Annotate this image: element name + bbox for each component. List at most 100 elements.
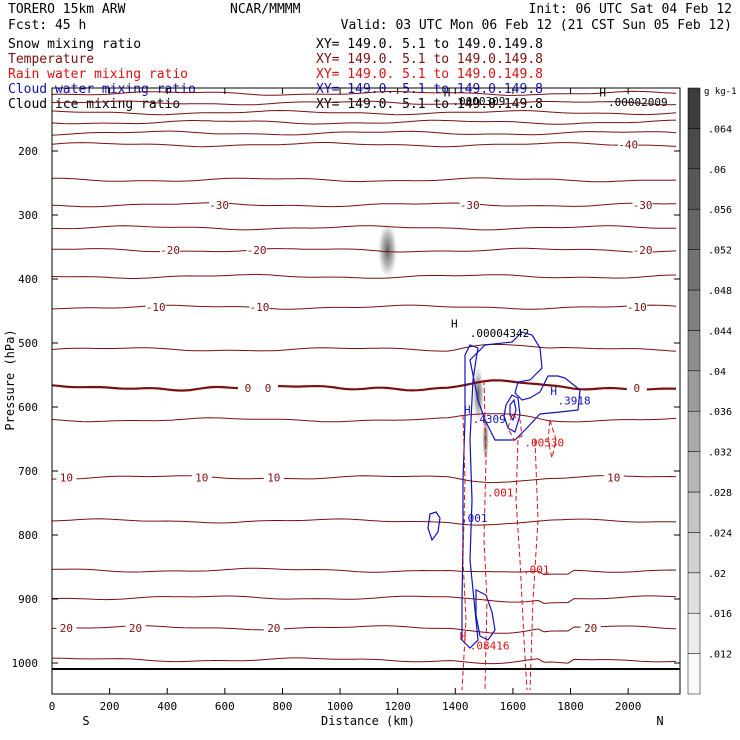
plot-annotation: .00002009 bbox=[608, 96, 668, 109]
y-tick-label: 700 bbox=[18, 465, 38, 478]
x-tick-label: 600 bbox=[215, 700, 235, 713]
temperature-contour bbox=[52, 657, 677, 665]
temperature-contour-label: -10 bbox=[627, 301, 647, 314]
plot-annotation: H bbox=[444, 87, 451, 100]
fcst-label: Fcst: 45 h bbox=[8, 18, 86, 33]
x-tick-label: 2000 bbox=[615, 700, 642, 713]
temperature-contour bbox=[52, 343, 677, 352]
model-title: TORERO 15km ARW bbox=[8, 2, 126, 17]
temperature-contour bbox=[52, 625, 677, 634]
cloud-water-contour bbox=[469, 331, 581, 441]
legend-field-xy: XY= 149.0. 5.1 to 149.0.149.8 bbox=[316, 82, 543, 97]
temperature-contour-label: 10 bbox=[267, 471, 280, 484]
x-tick-label: 1200 bbox=[384, 700, 411, 713]
temperature-contour-label: -10 bbox=[249, 301, 269, 314]
plot-area: -40-30 -30 -30-20 -20 -20-10 -10 -100 0 010 10 10 1… bbox=[3, 87, 681, 728]
x-tick-label: 1800 bbox=[557, 700, 584, 713]
contour-label-bg bbox=[125, 621, 146, 633]
temperature-contour-label: 20 bbox=[584, 622, 597, 635]
temperature-contour bbox=[52, 130, 677, 136]
contour-label-bg bbox=[246, 244, 267, 256]
colorbar-bin bbox=[687, 208, 701, 250]
colorbar-tick-label: .04 bbox=[708, 367, 726, 378]
cloud-water-contour bbox=[461, 344, 479, 649]
contour-label-bg bbox=[626, 301, 647, 313]
temperature-contour-label: 0 bbox=[245, 382, 252, 395]
contour-label-bg bbox=[145, 301, 166, 313]
colorbar-tick-label: .02 bbox=[708, 569, 726, 580]
legend-field-name: Cloud water mixing ratio bbox=[8, 82, 196, 97]
contour-label-bg bbox=[249, 301, 270, 313]
colorbar-bin bbox=[687, 87, 701, 129]
colorbar-bin bbox=[687, 410, 701, 452]
init-label: Init: 06 UTC Sat 04 Feb 12 bbox=[529, 2, 733, 17]
temperature-contour bbox=[52, 247, 677, 253]
rain-water-contour bbox=[461, 414, 467, 691]
contour-label-bg bbox=[580, 621, 601, 633]
temperature-contour bbox=[52, 177, 677, 183]
x-tick-label: 1600 bbox=[500, 700, 527, 713]
cloud-water-contour bbox=[503, 394, 521, 433]
snow-shading-patch bbox=[377, 221, 398, 279]
colorbar-bin bbox=[687, 532, 701, 574]
org-label: NCAR/MMMM bbox=[230, 2, 301, 17]
plot-annotation: .00530 bbox=[524, 437, 564, 450]
temperature-contour bbox=[52, 142, 677, 148]
plot-annotation: .00004342 bbox=[470, 327, 530, 340]
north-label: N bbox=[656, 714, 663, 728]
plot-annotation: H bbox=[550, 385, 557, 398]
x-tick-label: 0 bbox=[49, 700, 56, 713]
contour-label-bg bbox=[263, 621, 284, 633]
temperature-contour-label: -20 bbox=[247, 244, 267, 257]
y-tick-label: 800 bbox=[18, 529, 38, 542]
legend-field-xy: XY= 149.0. 5.1 to 149.0.149.8 bbox=[316, 67, 543, 82]
plot-annotation: .0000309 bbox=[452, 95, 505, 108]
y-tick-label: 600 bbox=[18, 401, 38, 414]
y-tick-label: 1000 bbox=[12, 657, 39, 670]
temperature-contour bbox=[52, 595, 677, 605]
contour-label-bg bbox=[626, 381, 647, 393]
y-axis-label: Pressure (hPa) bbox=[3, 329, 17, 430]
contour-label-bg bbox=[258, 381, 279, 393]
legend-field-name: Temperature bbox=[8, 52, 94, 67]
colorbar-bin bbox=[687, 249, 701, 291]
temperature-contour-label: 0 bbox=[633, 382, 640, 395]
colorbar-bin bbox=[687, 289, 701, 331]
contour-label-bg bbox=[56, 471, 77, 483]
temperature-contour bbox=[52, 273, 677, 279]
colorbar-bin bbox=[687, 330, 701, 372]
rain-water-contour bbox=[529, 439, 539, 691]
colorbar-tick-label: .032 bbox=[708, 448, 732, 459]
legend-field-xy: XY= 149.0. 5.1 to 149.0.149.8 bbox=[316, 37, 543, 52]
temperature-contour-label: -20 bbox=[633, 244, 653, 257]
contour-label-bg bbox=[160, 244, 181, 256]
colorbar-unit: g kg-1 bbox=[704, 87, 737, 97]
plot-annotation: H bbox=[451, 318, 458, 331]
contour-label-bg bbox=[459, 198, 480, 210]
south-label: S bbox=[82, 714, 89, 728]
plot-frame bbox=[51, 87, 681, 695]
colorbar-bin bbox=[687, 370, 701, 412]
colorbar-tick-label: .056 bbox=[708, 205, 732, 216]
cloud-water-contour bbox=[427, 511, 441, 542]
temperature-contour-label: 10 bbox=[60, 471, 73, 484]
colorbar-bin bbox=[687, 653, 701, 695]
colorbar-tick-label: .06 bbox=[708, 165, 726, 176]
plot-annotation: .08416 bbox=[470, 640, 510, 653]
temperature-contour bbox=[52, 225, 676, 231]
temperature-contour-label: -40 bbox=[618, 139, 638, 152]
plot-annotation: .001 bbox=[461, 512, 488, 525]
x-tick-label: 1400 bbox=[442, 700, 469, 713]
rain-water-contour bbox=[507, 414, 523, 441]
temperature-contour-label: -30 bbox=[460, 199, 480, 212]
contour-label-bg bbox=[603, 471, 624, 483]
temperature-contour bbox=[52, 90, 677, 96]
contour-label-bg bbox=[632, 244, 653, 256]
temperature-contour bbox=[52, 413, 677, 423]
colorbar-bin bbox=[687, 612, 701, 654]
temperature-contour-label: 10 bbox=[607, 471, 620, 484]
temperature-contour-label: 20 bbox=[267, 622, 280, 635]
plot-annotation: H bbox=[464, 403, 471, 416]
temperature-contour bbox=[52, 202, 677, 208]
legend-field-xy: XY= 149.0. 5.1 to 149.0.149.8 bbox=[316, 52, 543, 67]
